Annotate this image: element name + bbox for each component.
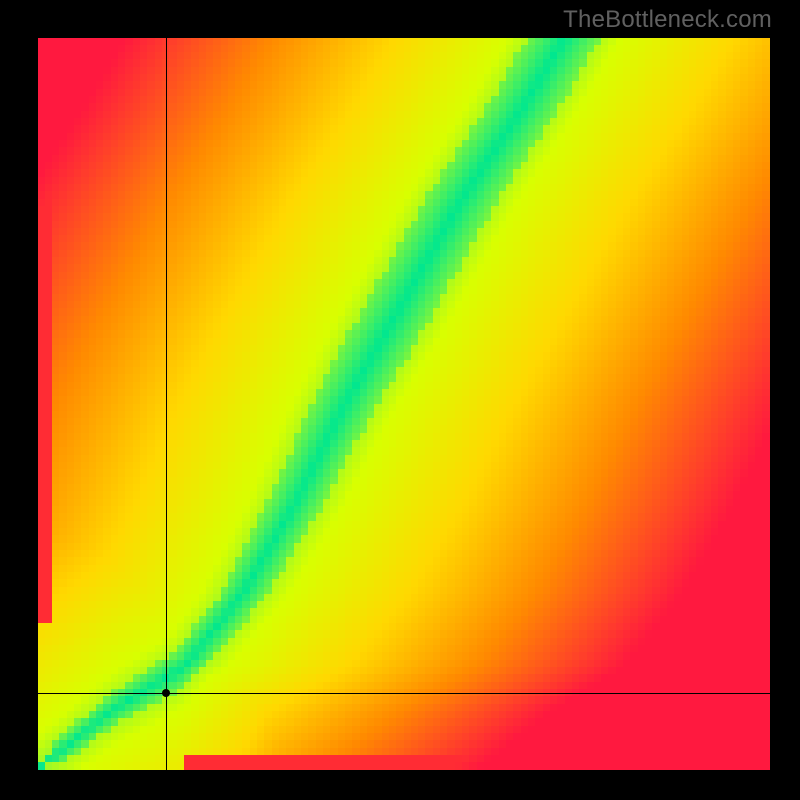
watermark-text: TheBottleneck.com <box>563 6 772 34</box>
crosshair-vertical <box>166 38 167 770</box>
bottleneck-chart-container: TheBottleneck.com <box>0 0 800 800</box>
crosshair-marker <box>162 689 170 697</box>
crosshair-horizontal <box>38 693 770 694</box>
heatmap-canvas <box>38 38 770 770</box>
